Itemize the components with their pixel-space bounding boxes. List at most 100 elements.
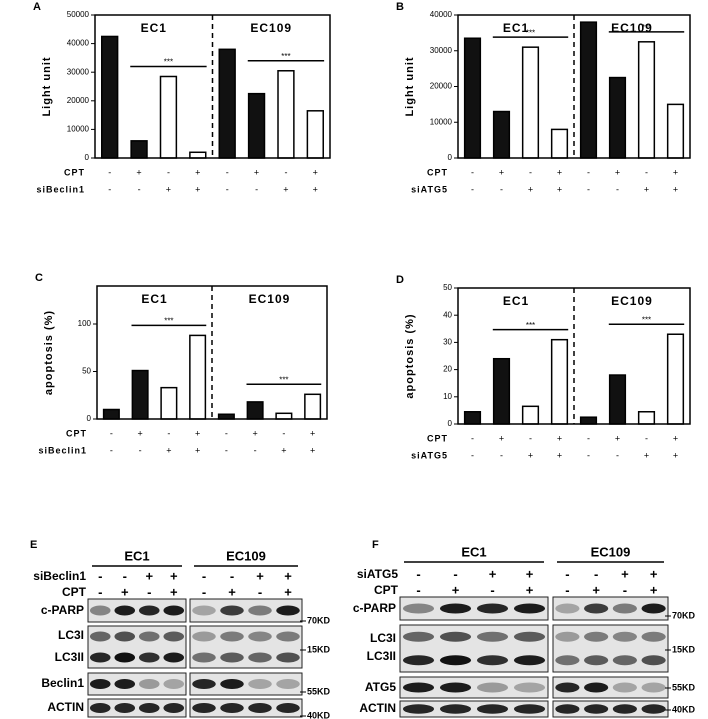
blot-strip — [189, 698, 303, 718]
row-label: LC3I — [58, 628, 84, 642]
y-tick-label: 20 — [443, 365, 452, 374]
condition-label: CPT — [374, 583, 399, 597]
significance-label: *** — [279, 375, 288, 384]
condition-sign: - — [226, 184, 229, 194]
size-marker: 55KD — [307, 686, 331, 696]
condition-sign: + — [228, 584, 236, 599]
condition-sign: - — [110, 428, 113, 438]
blot-band — [114, 652, 136, 663]
blot-band — [248, 679, 272, 689]
blot-band — [513, 682, 546, 693]
bar — [277, 70, 295, 159]
condition-sign: - — [147, 584, 151, 599]
significance-label: *** — [642, 315, 651, 324]
row-label: LC3II — [367, 649, 396, 663]
blot-band — [439, 603, 472, 614]
blot-strip — [87, 672, 187, 696]
condition-label: CPT — [66, 428, 87, 438]
condition-sign: + — [310, 428, 315, 438]
blot-band — [555, 603, 580, 614]
blot-band — [402, 704, 435, 714]
blot-band — [513, 655, 546, 666]
condition-sign: - — [645, 167, 648, 177]
condition-sign: - — [108, 167, 111, 177]
blot-band — [476, 682, 509, 693]
y-tick-label: 30000 — [67, 67, 90, 76]
blot-band — [248, 703, 272, 713]
blot-band — [114, 605, 136, 616]
blot-band — [612, 704, 637, 714]
size-marker: 55KD — [672, 682, 696, 692]
bar — [550, 128, 569, 159]
blot-band — [192, 605, 216, 616]
group-label: EC1 — [503, 21, 529, 35]
condition-label: siBeclin1 — [38, 445, 87, 455]
condition-sign: + — [615, 433, 620, 443]
condition-sign: + — [621, 566, 629, 581]
blot-band — [163, 679, 185, 689]
condition-label: siATG5 — [357, 567, 398, 581]
condition-sign: + — [489, 566, 497, 581]
condition-sign: - — [108, 184, 111, 194]
blot-band — [138, 703, 160, 713]
condition-sign: + — [252, 428, 257, 438]
condition-sign: + — [452, 582, 460, 597]
condition-sign: - — [453, 566, 457, 581]
blot-band — [220, 605, 244, 616]
bar — [463, 411, 482, 425]
y-axis-label: apoptosis (%) — [404, 313, 416, 398]
condition-sign: - — [594, 566, 598, 581]
bar — [304, 393, 322, 420]
condition-sign: + — [284, 584, 292, 599]
panel-letter: C — [35, 272, 43, 284]
condition-sign: - — [167, 428, 170, 438]
blot-band — [612, 631, 637, 642]
blot-band — [555, 682, 580, 693]
bar — [608, 374, 627, 425]
condition-sign: - — [230, 568, 234, 583]
bar — [637, 41, 656, 159]
y-axis-label: Light unit — [41, 56, 53, 116]
condition-sign: + — [499, 167, 504, 177]
condition-sign: + — [166, 445, 171, 455]
blot-band — [276, 679, 300, 689]
condition-sign: - — [529, 167, 532, 177]
condition-sign: - — [254, 445, 257, 455]
blot-strip — [552, 596, 669, 621]
bar — [579, 21, 598, 159]
condition-sign: + — [650, 582, 658, 597]
blot-band — [89, 605, 111, 616]
condition-sign: - — [226, 167, 229, 177]
y-tick-label: 50 — [82, 367, 91, 376]
panel-letter: E — [30, 539, 37, 551]
blot-band — [89, 679, 111, 689]
condition-label: siATG5 — [411, 450, 448, 460]
blot-band — [641, 682, 666, 693]
blot-band — [89, 703, 111, 713]
condition-sign: - — [565, 582, 569, 597]
blot-band — [192, 652, 216, 663]
condition-sign: - — [616, 450, 619, 460]
condition-label: siATG5 — [411, 184, 448, 194]
condition-sign: - — [282, 428, 285, 438]
condition-sign: + — [557, 450, 562, 460]
condition-sign: - — [587, 433, 590, 443]
blot-band — [641, 704, 666, 714]
condition-sign: + — [254, 167, 259, 177]
blot-band — [192, 631, 216, 642]
y-tick-label: 40000 — [67, 39, 90, 48]
group-label: EC109 — [249, 292, 291, 306]
bar — [189, 151, 207, 159]
condition-sign: - — [616, 184, 619, 194]
blot-band — [138, 605, 160, 616]
bar — [521, 46, 540, 159]
bar — [463, 37, 482, 159]
blot-band — [138, 631, 160, 642]
blot-band — [513, 631, 546, 642]
condition-sign: - — [471, 433, 474, 443]
condition-sign: + — [592, 582, 600, 597]
condition-sign: + — [644, 184, 649, 194]
condition-label: CPT — [427, 433, 448, 443]
condition-sign: + — [313, 184, 318, 194]
